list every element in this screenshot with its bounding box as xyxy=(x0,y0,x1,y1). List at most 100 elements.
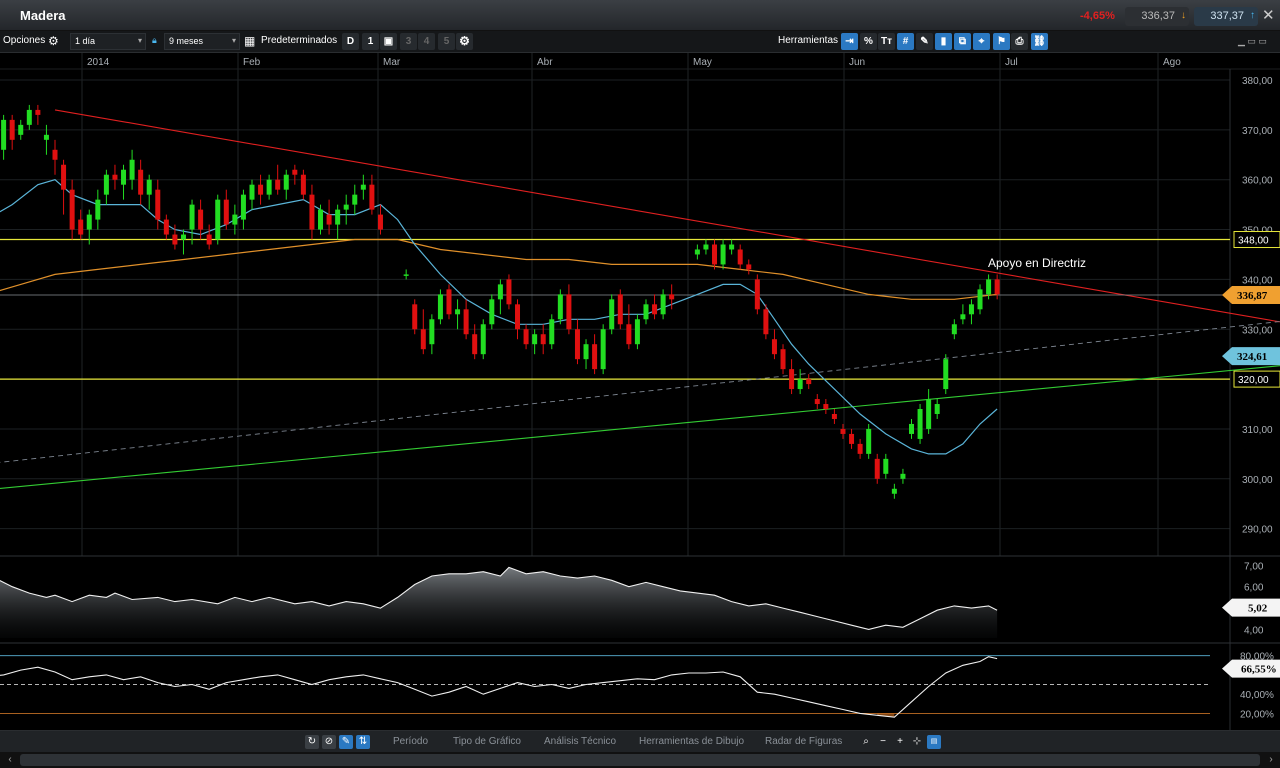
compare-icon[interactable]: ▤ xyxy=(927,735,941,749)
candle-body xyxy=(883,458,889,474)
lock-icon[interactable]: 🔒︎ xyxy=(152,35,157,45)
window-title: Madera xyxy=(20,8,66,23)
settings-gear-icon[interactable]: ⚙ xyxy=(456,33,473,50)
chart-toolbar: Opciones ⚙ 1 día ▾ 🔒︎ 9 meses ▾ ▦ Predet… xyxy=(0,31,1280,53)
crosshair-icon[interactable]: ⊹ xyxy=(912,736,922,747)
candle-body xyxy=(198,209,204,230)
candle-body xyxy=(480,324,486,355)
tab-chart-type[interactable]: Tipo de Gráfico xyxy=(453,736,521,747)
candle-body xyxy=(292,169,298,175)
close-icon[interactable]: ✕ xyxy=(1262,7,1275,24)
trendline-resistance xyxy=(54,109,1280,323)
layout-4-button[interactable]: 4 xyxy=(418,33,435,50)
indicator2-tick: 80,00% xyxy=(1240,652,1274,663)
d-button[interactable]: D xyxy=(342,33,359,50)
chevron-right-icon[interactable]: › xyxy=(1269,754,1273,765)
flag-icon[interactable]: ⚑ xyxy=(993,33,1010,50)
bottom-toolbar: ↻ ⊘ ✎ ⇅ Período Tipo de Gráfico Análisis… xyxy=(0,730,1280,752)
tab-drawing-tools[interactable]: Herramientas de Dibujo xyxy=(639,736,745,747)
candle-body xyxy=(223,199,229,225)
buy-price-button[interactable]: 337,37 ↑ xyxy=(1194,7,1258,26)
grid-icon[interactable]: # xyxy=(897,33,914,50)
candle-body xyxy=(994,279,1000,295)
y-tick-label: 370,00 xyxy=(1242,126,1273,137)
price-chart[interactable]: 2014 Feb Mar Abr May Jun Jul Ago 380,00 370,00 36… xyxy=(0,53,1280,730)
ma-short-tag xyxy=(1222,347,1280,366)
candle-body xyxy=(806,379,812,385)
layout-2-button[interactable]: ▣ xyxy=(380,33,397,50)
zoom-icon[interactable]: ⌕ xyxy=(863,736,869,747)
ma-long-line xyxy=(0,238,998,300)
candle-body xyxy=(746,264,752,270)
x-tick-label: Ago xyxy=(1163,57,1181,68)
candle-body xyxy=(360,184,366,190)
print-icon[interactable]: ⎙ xyxy=(1011,33,1028,50)
zoom-out-icon[interactable]: − xyxy=(880,736,886,747)
pencil-icon[interactable]: ✎ xyxy=(916,33,933,50)
indicator-2-panel: 80,00% 40,00% 20,00% 66,55% xyxy=(0,652,1280,720)
layout-1-button[interactable]: 1 xyxy=(362,33,379,50)
candle-body xyxy=(437,294,443,320)
candle-body xyxy=(232,214,238,225)
candle-body xyxy=(163,219,169,235)
last-price-label: 336,87 xyxy=(1237,290,1268,302)
text-tool-button[interactable]: Tт xyxy=(878,33,895,50)
candle-body xyxy=(652,304,658,315)
candle-body xyxy=(403,274,409,276)
layout-3-button[interactable]: 3 xyxy=(400,33,417,50)
no-entry-icon[interactable]: ⊘ xyxy=(322,735,336,749)
level-label: 320,00 xyxy=(1238,375,1269,386)
crosshair-icon[interactable]: ⌖ xyxy=(973,33,990,50)
candle-body xyxy=(857,443,863,454)
candle-body xyxy=(420,329,426,350)
candle-body xyxy=(61,164,67,190)
zoom-in-icon[interactable]: + xyxy=(897,736,903,747)
tool-arrow-icon[interactable]: ⇥ xyxy=(841,33,858,50)
sell-price-button[interactable]: 336,37 ↓ xyxy=(1125,7,1189,26)
tools-label: Herramientas xyxy=(778,35,839,46)
scroll-thumb[interactable] xyxy=(20,754,1260,766)
layout-5-button[interactable]: 5 xyxy=(438,33,455,50)
reset-icon[interactable]: ↻ xyxy=(305,735,319,749)
options-menu[interactable]: Opciones xyxy=(3,35,46,46)
candle-body xyxy=(729,244,735,250)
trendline-support xyxy=(0,365,1280,490)
indicator1-line xyxy=(0,566,998,630)
interval-select[interactable]: 1 día ▾ xyxy=(70,33,146,50)
tab-pattern-radar[interactable]: Radar de Figuras xyxy=(765,736,843,747)
gear-icon[interactable]: ⚙ xyxy=(48,34,59,48)
candle-body xyxy=(814,399,820,405)
indicator1-tick: 4,00 xyxy=(1244,625,1264,636)
candle-body xyxy=(489,299,495,325)
minimize-icons[interactable]: ▁ ▭ ▭ xyxy=(1238,36,1267,46)
candle-body xyxy=(463,309,469,335)
sell-price: 336,37 xyxy=(1141,10,1175,22)
time-scrollbar[interactable]: ‹ › xyxy=(0,752,1280,768)
candle-body xyxy=(52,149,58,160)
chevron-down-icon: ▾ xyxy=(137,36,142,45)
candle-body xyxy=(369,184,375,210)
title-bar: Madera -4,65% 336,37 ↓ 337,37 ↑ ✕ xyxy=(0,0,1280,31)
tab-technical-analysis[interactable]: Análisis Técnico xyxy=(544,736,617,747)
percent-button[interactable]: % xyxy=(860,33,877,50)
candle-body xyxy=(189,204,195,230)
candle-body xyxy=(874,458,880,479)
candle-icon[interactable]: ▮ xyxy=(935,33,952,50)
link-icon[interactable]: ⛓ xyxy=(1031,33,1048,50)
tab-period[interactable]: Período xyxy=(393,736,429,747)
zoom-box-icon[interactable]: ⧉ xyxy=(954,33,971,50)
candle-body xyxy=(326,214,332,225)
y-tick-label: 330,00 xyxy=(1242,325,1273,336)
buy-price: 337,37 xyxy=(1210,10,1244,22)
sort-icon[interactable]: ⇅ xyxy=(356,735,370,749)
calendar-icon[interactable]: ▦ xyxy=(244,34,256,48)
candle-body xyxy=(574,329,580,360)
candle-body xyxy=(352,194,358,205)
template-label[interactable]: Predeterminados xyxy=(261,35,338,46)
pen-icon[interactable]: ✎ xyxy=(339,735,353,749)
chevron-left-icon[interactable]: ‹ xyxy=(8,754,12,765)
candle-body xyxy=(866,428,872,454)
candle-body xyxy=(643,304,649,320)
drawn-lines xyxy=(0,109,1280,490)
range-select[interactable]: 9 meses ▾ xyxy=(164,33,240,50)
